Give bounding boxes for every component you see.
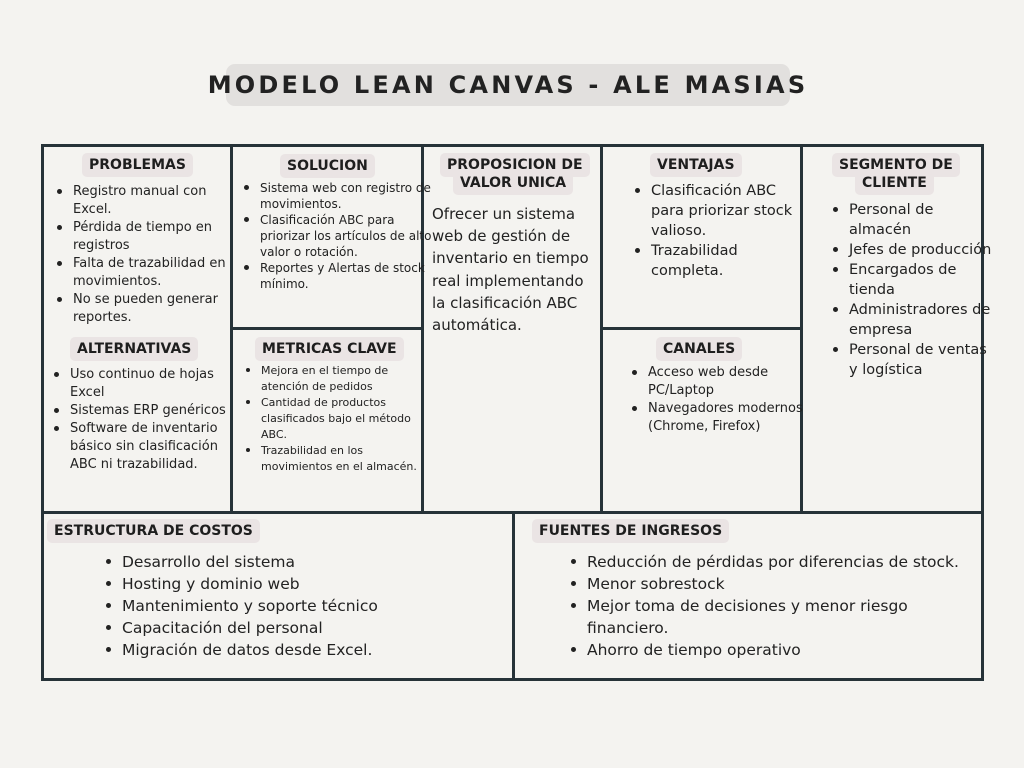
page-title: MODELO LEAN CANVAS - ALE MASIAS — [208, 64, 805, 106]
problemas-list: Registro manual con Excel. Pérdida de ti… — [55, 183, 241, 327]
list-item: Personal de ventas y logística — [833, 340, 995, 380]
list-item: Cantidad de productos clasificados bajo … — [246, 395, 436, 443]
list-item: Mantenimiento y soporte técnico — [106, 595, 517, 617]
list-item: Uso continuo de hojas Excel — [54, 366, 244, 402]
list-item: Pérdida de tiempo en registros — [57, 219, 241, 255]
list-item: Sistemas ERP genéricos — [54, 402, 244, 420]
list-item: Registro manual con Excel. — [57, 183, 241, 219]
ingresos-list: Reducción de pérdidas por diferencias de… — [569, 551, 987, 661]
solucion-label: SOLUCION — [280, 154, 375, 178]
list-item: Personal de almacén — [833, 200, 995, 240]
list-item: Acceso web desde PC/Laptop — [632, 364, 814, 400]
metricas-clave-label: METRICAS CLAVE — [255, 337, 404, 361]
segmento-label-line2: CLIENTE — [855, 171, 934, 195]
grid-line — [512, 511, 515, 681]
list-item: Jefes de producción — [833, 240, 995, 260]
segmento-list: Personal de almacén Jefes de producción … — [831, 200, 995, 380]
problemas-label: PROBLEMAS — [82, 153, 193, 177]
segmento-label-line1: SEGMENTO DE — [832, 153, 960, 177]
list-item: Falta de trazabilidad en movimientos. — [57, 255, 241, 291]
propuesta-text: Ofrecer un sistema web de gestión de inv… — [432, 205, 589, 335]
ventajas-list: Clasificación ABC para priorizar stock v… — [633, 181, 811, 281]
list-item: Encargados de tienda — [833, 260, 995, 300]
grid-line — [41, 144, 984, 147]
list-item: Mejora en el tiempo de atención de pedid… — [246, 363, 436, 395]
alternativas-list: Uso continuo de hojas Excel Sistemas ERP… — [52, 366, 244, 474]
list-item: Clasificación ABC para priorizar stock v… — [635, 181, 811, 241]
metricas-clave-list: Mejora en el tiempo de atención de pedid… — [243, 363, 436, 475]
ventajas-label: VENTAJAS — [650, 153, 742, 177]
grid-line — [41, 144, 44, 681]
grid-line — [230, 144, 233, 513]
list-item: Migración de datos desde Excel. — [106, 639, 517, 661]
costos-list: Desarrollo del sistema Hosting y dominio… — [104, 551, 517, 661]
grid-line — [421, 144, 424, 513]
list-item: Administradores de empresa — [833, 300, 995, 340]
list-item: Capacitación del personal — [106, 617, 517, 639]
propuesta-label-line2: VALOR UNICA — [453, 171, 574, 195]
list-item: Hosting y dominio web — [106, 573, 517, 595]
grid-line — [232, 327, 422, 330]
list-item: Trazabilidad completa. — [635, 241, 811, 281]
list-item: Mejor toma de decisiones y menor riesgo … — [571, 595, 987, 639]
list-item: Ahorro de tiempo operativo — [571, 639, 987, 661]
solucion-list: Sistema web con registro de movimientos.… — [242, 180, 436, 292]
list-item: Reducción de pérdidas por diferencias de… — [571, 551, 987, 573]
canales-list: Acceso web desde PC/Laptop Navegadores m… — [630, 364, 814, 436]
list-item: No se pueden generar reportes. — [57, 291, 241, 327]
costos-label: ESTRUCTURA DE COSTOS — [47, 519, 260, 543]
alternativas-label: ALTERNATIVAS — [70, 337, 199, 361]
grid-line — [600, 144, 603, 513]
list-item: Menor sobrestock — [571, 573, 987, 595]
ingresos-label: FUENTES DE INGRESOS — [532, 519, 730, 543]
grid-line — [602, 327, 801, 330]
list-item: Desarrollo del sistema — [106, 551, 517, 573]
list-item: Software de inventario básico sin clasif… — [54, 420, 244, 474]
list-item: Navegadores modernos (Chrome, Firefox) — [632, 400, 814, 436]
list-item: Trazabilidad en los movimientos en el al… — [246, 443, 436, 475]
list-item: Reportes y Alertas de stock mínimo. — [244, 260, 436, 292]
list-item: Sistema web con registro de movimientos. — [244, 180, 436, 212]
grid-line — [981, 144, 984, 681]
list-item: Clasificación ABC para priorizar los art… — [244, 212, 436, 260]
grid-line — [800, 144, 803, 513]
canales-label: CANALES — [656, 337, 743, 361]
